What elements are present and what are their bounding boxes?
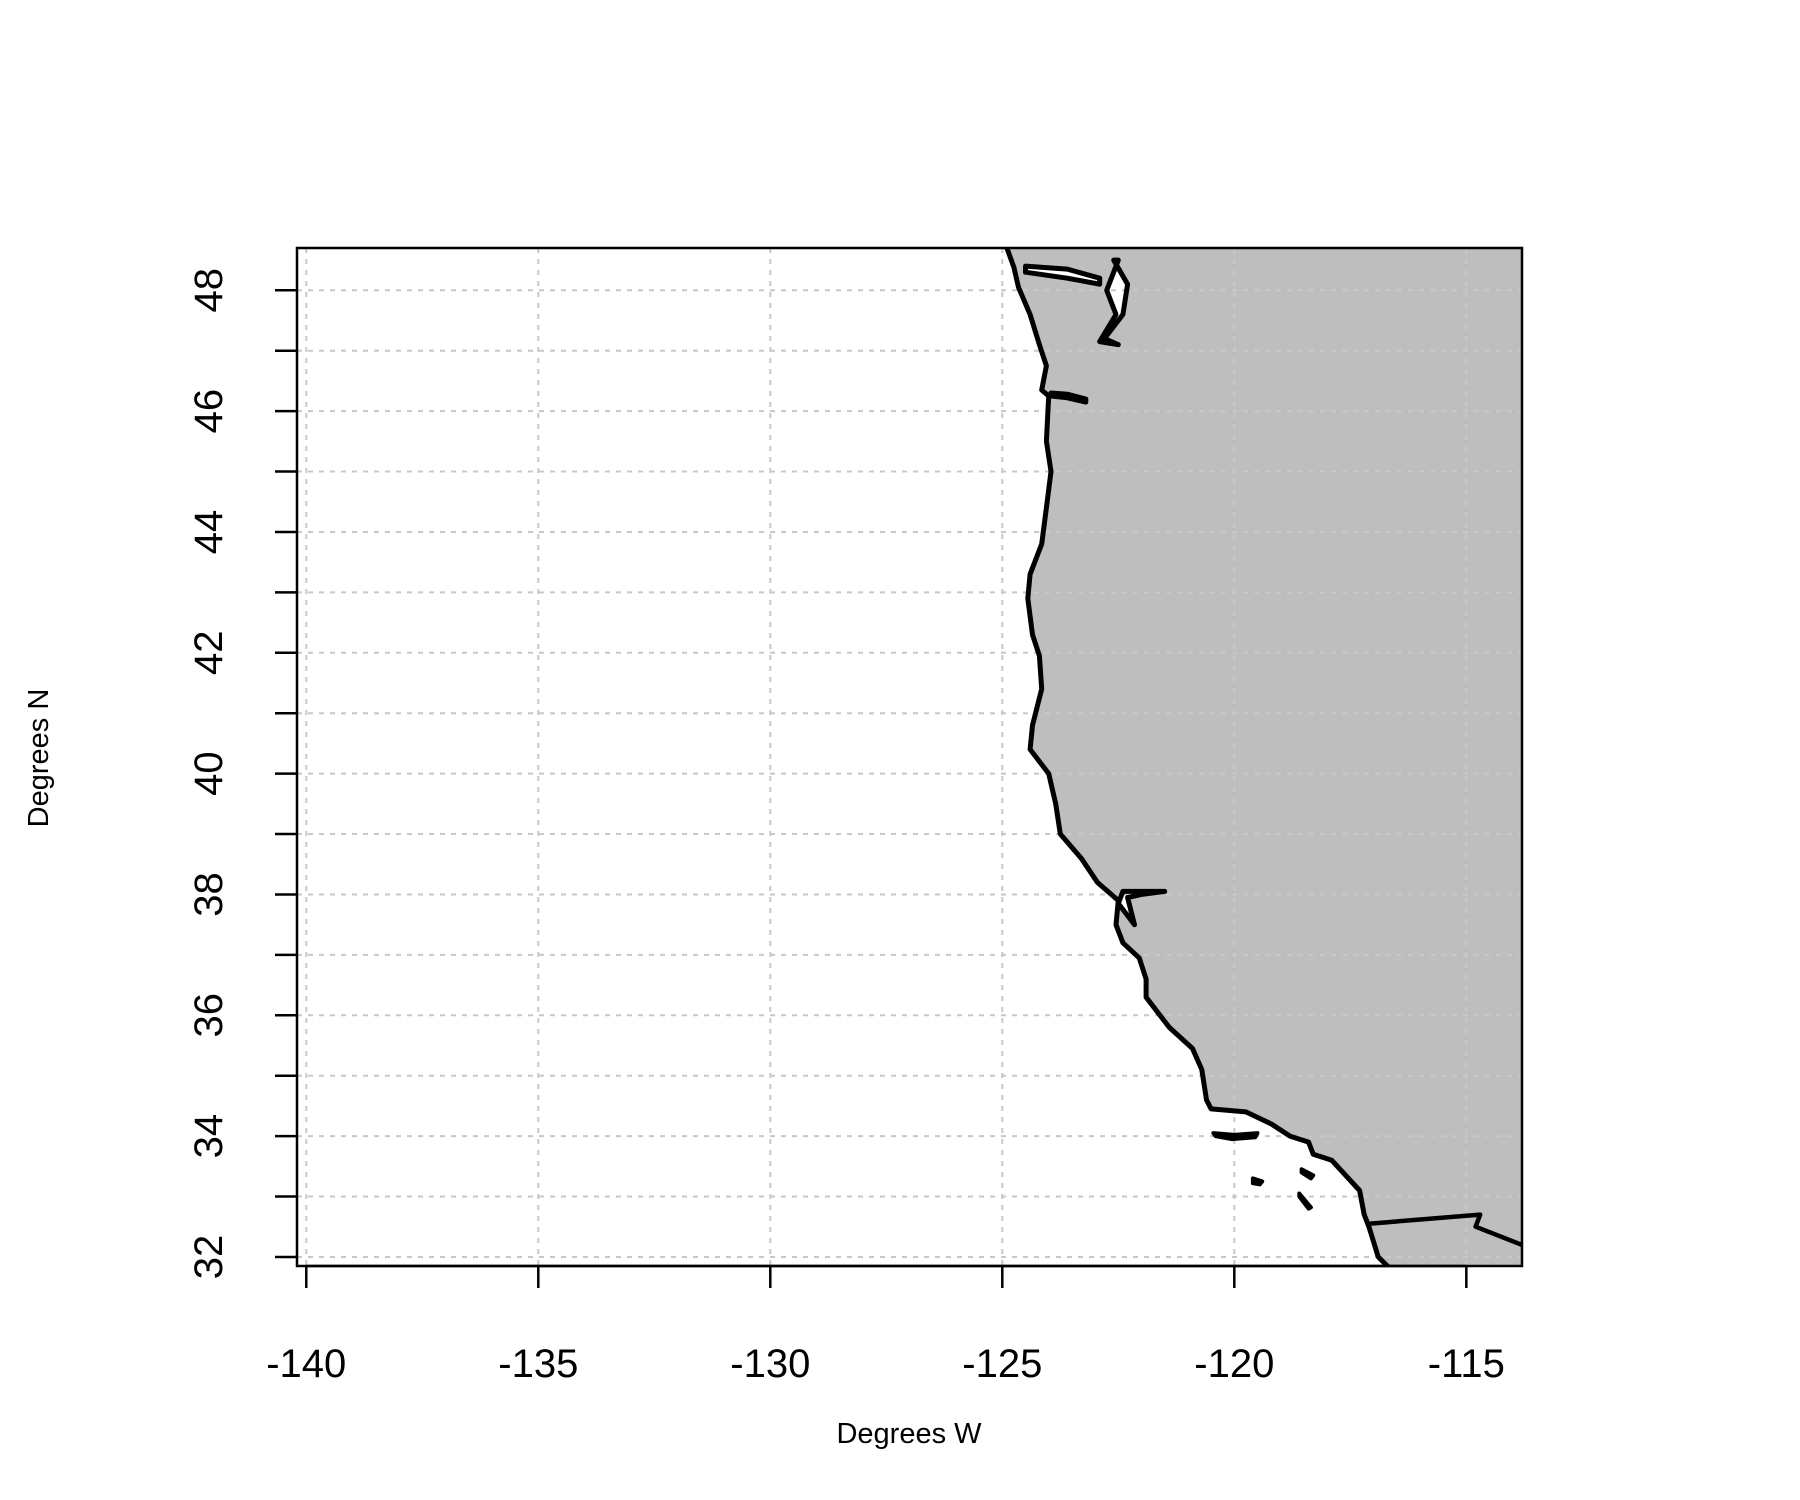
us-mexico-border bbox=[1368, 1212, 1522, 1247]
y-tick-label: 36 bbox=[187, 993, 231, 1037]
x-tick-label: -120 bbox=[1194, 1342, 1274, 1386]
y-tick-label: 42 bbox=[187, 631, 231, 676]
y-tick-label: 38 bbox=[187, 872, 231, 917]
x-tick-label: -130 bbox=[730, 1342, 810, 1386]
y-tick-label: 40 bbox=[187, 751, 231, 796]
x-tick-label: -140 bbox=[266, 1342, 346, 1386]
x-axis-title: Degrees W bbox=[836, 1418, 982, 1450]
y-tick-label: 48 bbox=[187, 268, 231, 313]
y-tick-label: 44 bbox=[187, 510, 231, 555]
x-tick-label: -135 bbox=[498, 1342, 578, 1386]
bay-outline bbox=[1023, 263, 1103, 287]
y-tick-label: 34 bbox=[187, 1114, 231, 1159]
coastline bbox=[1004, 248, 1390, 1266]
y-axis-title: Degrees N bbox=[23, 689, 55, 828]
bay-outline bbox=[1048, 390, 1089, 405]
y-tick-label: 46 bbox=[187, 389, 231, 434]
bay-outline bbox=[1097, 257, 1131, 348]
island bbox=[1211, 1131, 1260, 1142]
land-area bbox=[1006, 248, 1522, 1266]
x-tick-label: -125 bbox=[962, 1342, 1042, 1386]
x-tick-label: -115 bbox=[1428, 1342, 1505, 1386]
island bbox=[1299, 1167, 1316, 1181]
island bbox=[1297, 1191, 1313, 1211]
y-tick-label: 32 bbox=[187, 1235, 231, 1280]
island bbox=[1250, 1176, 1265, 1187]
bay-outline bbox=[1115, 888, 1168, 928]
